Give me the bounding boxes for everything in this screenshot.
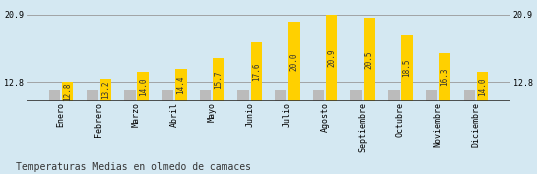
Text: 14.0: 14.0: [139, 77, 148, 96]
Bar: [200, 90, 211, 101]
Bar: [124, 90, 136, 101]
Bar: [213, 58, 224, 101]
Bar: [326, 15, 337, 101]
Text: 20.0: 20.0: [289, 53, 299, 71]
Bar: [426, 90, 437, 101]
Text: 20.5: 20.5: [365, 50, 374, 69]
Text: 12.8: 12.8: [63, 82, 72, 101]
Bar: [288, 22, 300, 101]
Bar: [49, 90, 60, 101]
Text: 17.6: 17.6: [252, 62, 261, 81]
Bar: [364, 18, 375, 101]
Text: 14.4: 14.4: [176, 76, 185, 94]
Bar: [275, 90, 286, 101]
Bar: [237, 90, 249, 101]
Text: 13.2: 13.2: [101, 81, 110, 99]
Bar: [439, 53, 451, 101]
Bar: [313, 90, 324, 101]
Text: Temperaturas Medias en olmedo de camaces: Temperaturas Medias en olmedo de camaces: [16, 162, 251, 172]
Text: 15.7: 15.7: [214, 70, 223, 89]
Bar: [251, 42, 262, 101]
Bar: [86, 90, 98, 101]
Text: 16.3: 16.3: [440, 68, 449, 86]
Text: 14.0: 14.0: [478, 77, 487, 96]
Bar: [463, 90, 475, 101]
Bar: [175, 69, 186, 101]
Bar: [100, 79, 111, 101]
Bar: [351, 90, 362, 101]
Bar: [401, 35, 413, 101]
Bar: [62, 82, 74, 101]
Text: 20.9: 20.9: [327, 49, 336, 67]
Bar: [477, 72, 488, 101]
Bar: [162, 90, 173, 101]
Bar: [388, 90, 400, 101]
Bar: [137, 72, 149, 101]
Text: 18.5: 18.5: [403, 59, 411, 77]
